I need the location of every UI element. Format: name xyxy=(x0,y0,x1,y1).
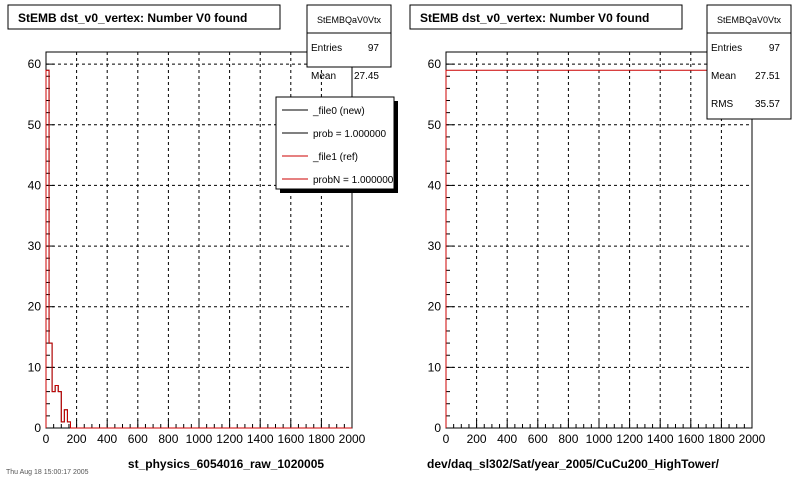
right-title-box xyxy=(409,4,683,30)
right-x-axis-label: dev/daq_sl302/Sat/year_2005/CuCu200_High… xyxy=(427,457,720,471)
x-tick-label: 1200 xyxy=(616,432,643,446)
right-stats-rms-value: 35.57 xyxy=(755,99,780,110)
y-tick-label: 60 xyxy=(428,57,442,71)
legend-entry-probN: probN = 1.000000 xyxy=(313,175,394,186)
x-tick-label: 600 xyxy=(528,432,548,446)
x-tick-label: 1600 xyxy=(677,432,704,446)
right-panel: StEMB dst_v0_vertex: Number V0 found 0 20… xyxy=(409,4,792,471)
right-stats-entries-value: 97 xyxy=(769,43,781,54)
left-stats-box: StEMBQaV0Vtx Entries 97 Mean 27.45 xyxy=(306,4,392,82)
left-x-axis-label: st_physics_6054016_raw_1020005 xyxy=(128,457,324,471)
x-tick-label: 1000 xyxy=(586,432,613,446)
y-tick-label: 50 xyxy=(428,118,442,132)
legend-entry-prob: prob = 1.000000 xyxy=(313,129,387,140)
x-tick-label: 400 xyxy=(497,432,517,446)
right-stats-box: StEMBQaV0Vtx Entries 97 Mean 27.51 RMS 3… xyxy=(706,4,792,120)
legend-entry-file1: _file1 (ref) xyxy=(312,152,358,163)
y-tick-label: 0 xyxy=(34,421,41,435)
histogram-series-0 xyxy=(445,69,752,428)
y-tick-label: 50 xyxy=(28,118,42,132)
x-tick-label: 1600 xyxy=(277,432,304,446)
x-tick-label: 800 xyxy=(558,432,578,446)
right-stats-mean-value: 27.51 xyxy=(755,71,780,82)
y-tick-label: 10 xyxy=(428,360,442,374)
left-stats-entries-value: 97 xyxy=(368,43,380,54)
x-tick-label: 1400 xyxy=(647,432,674,446)
x-tick-label: 200 xyxy=(467,432,487,446)
x-tick-label: 200 xyxy=(67,432,87,446)
y-tick-label: 30 xyxy=(28,239,42,253)
left-stats-mean-value: 27.45 xyxy=(354,71,379,82)
right-title: StEMB dst_v0_vertex: Number V0 found xyxy=(420,11,649,25)
left-stats-entries-label: Entries xyxy=(311,43,342,54)
right-stats-rms-label: RMS xyxy=(711,99,734,110)
left-title-box xyxy=(7,4,281,30)
right-stats-entries-label: Entries xyxy=(711,43,742,54)
x-tick-label: 600 xyxy=(128,432,148,446)
right-stats-name: StEMBQaV0Vtx xyxy=(717,15,782,25)
left-stats-mean-label: Mean xyxy=(311,71,336,82)
right-stats-mean-label: Mean xyxy=(711,71,736,82)
y-tick-label: 20 xyxy=(428,300,442,314)
left-stats-name: StEMBQaV0Vtx xyxy=(317,15,382,25)
x-tick-label: 0 xyxy=(443,432,450,446)
x-tick-label: 1800 xyxy=(708,432,735,446)
y-tick-label: 0 xyxy=(434,421,441,435)
legend-entry-file0: _file0 (new) xyxy=(312,106,365,117)
legend: _file0 (new) prob = 1.000000 _file1 (ref… xyxy=(275,96,398,193)
x-tick-label: 0 xyxy=(43,432,50,446)
left-panel: StEMB dst_v0_vertex: Number V0 found 0 20… xyxy=(7,4,398,471)
y-tick-label: 20 xyxy=(28,300,42,314)
y-tick-label: 10 xyxy=(28,360,42,374)
x-tick-label: 1800 xyxy=(308,432,335,446)
x-tick-label: 1000 xyxy=(186,432,213,446)
x-tick-label: 1400 xyxy=(247,432,274,446)
y-tick-label: 30 xyxy=(428,239,442,253)
x-tick-label: 800 xyxy=(158,432,178,446)
x-tick-label: 2000 xyxy=(739,432,766,446)
right-plot-area: 0 200 400 600 800 1000 1200 1400 1600 1800 2000010… xyxy=(428,51,766,446)
x-tick-label: 400 xyxy=(97,432,117,446)
x-tick-label: 2000 xyxy=(339,432,366,446)
timestamp-footer: Thu Aug 18 15:00:17 2005 xyxy=(6,469,89,476)
y-tick-label: 40 xyxy=(28,178,42,192)
legend-box xyxy=(275,96,395,190)
left-title: StEMB dst_v0_vertex: Number V0 found xyxy=(18,11,247,25)
y-tick-label: 40 xyxy=(428,178,442,192)
histogram-series-1 xyxy=(45,69,352,429)
y-tick-label: 60 xyxy=(28,57,42,71)
x-tick-label: 1200 xyxy=(216,432,243,446)
